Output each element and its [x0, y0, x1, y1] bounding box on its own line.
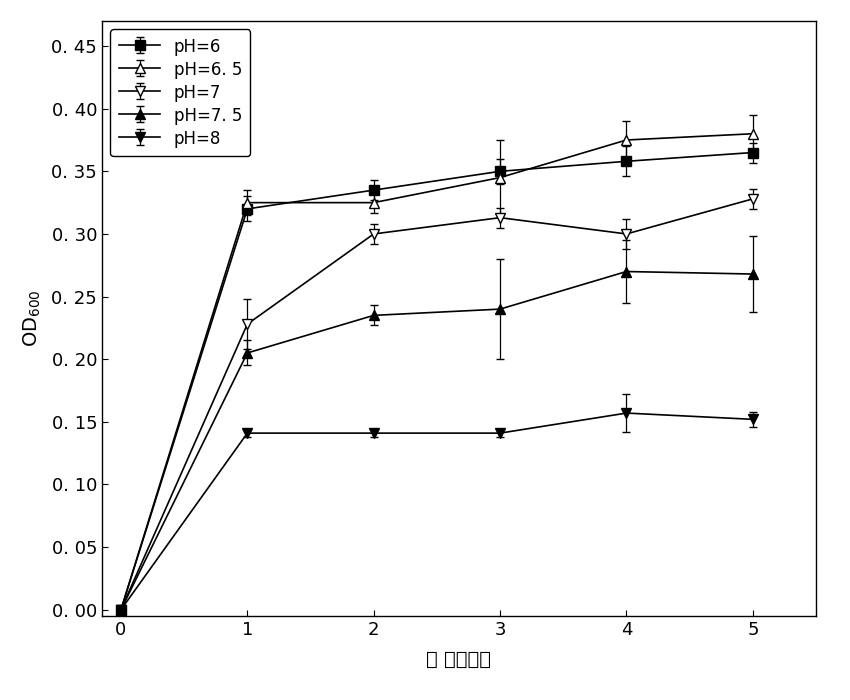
Legend: pH=6, pH=6. 5, pH=7, pH=7. 5, pH=8: pH=6, pH=6. 5, pH=7, pH=7. 5, pH=8 — [110, 29, 251, 156]
X-axis label: 时 间（天）: 时 间（天） — [427, 650, 491, 669]
Y-axis label: OD$_{600}$: OD$_{600}$ — [22, 290, 43, 347]
